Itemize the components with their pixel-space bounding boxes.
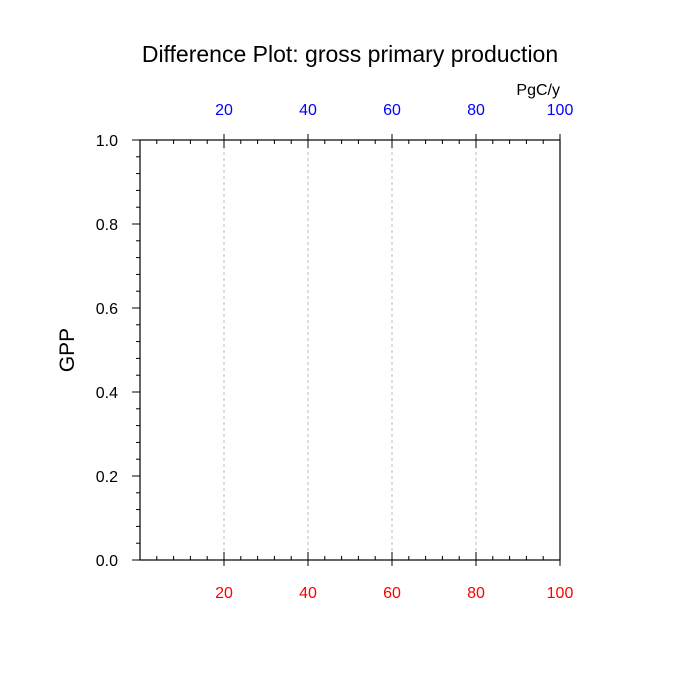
plot-frame [139, 139, 561, 561]
y-tick-label: 0.0 [96, 553, 118, 570]
x-tick-label-bottom: 20 [215, 585, 233, 602]
x-tick-label-top: 80 [467, 102, 485, 119]
y-tick-label: 0.2 [96, 469, 118, 486]
x-tick-label-bottom: 100 [547, 585, 574, 602]
chart-title: Difference Plot: gross primary productio… [142, 41, 558, 67]
x-tick-label-top: 20 [215, 102, 233, 119]
y-tick-label: 0.4 [96, 385, 118, 402]
y-tick-label: 1.0 [96, 133, 118, 150]
x-tick-label-top: 40 [299, 102, 317, 119]
axis-ticks [132, 134, 561, 566]
x-tick-label-bottom: 60 [383, 585, 401, 602]
grid-lines [223, 140, 477, 560]
y-tick-label: 0.8 [96, 217, 118, 234]
x-tick-label-top: 60 [383, 102, 401, 119]
x-tick-label-bottom: 40 [299, 585, 317, 602]
tick-labels: 20 20 40 40 60 60 80 80 100 100 0.0 0.2 0.4 0.6 0.8 1.0 [96, 102, 574, 602]
x-tick-label-top: 100 [547, 102, 574, 119]
x-tick-label-bottom: 80 [467, 585, 485, 602]
top-axis-units: PgC/y [516, 82, 560, 99]
y-tick-label: 0.6 [96, 301, 118, 318]
y-axis-label: GPP [56, 328, 79, 372]
